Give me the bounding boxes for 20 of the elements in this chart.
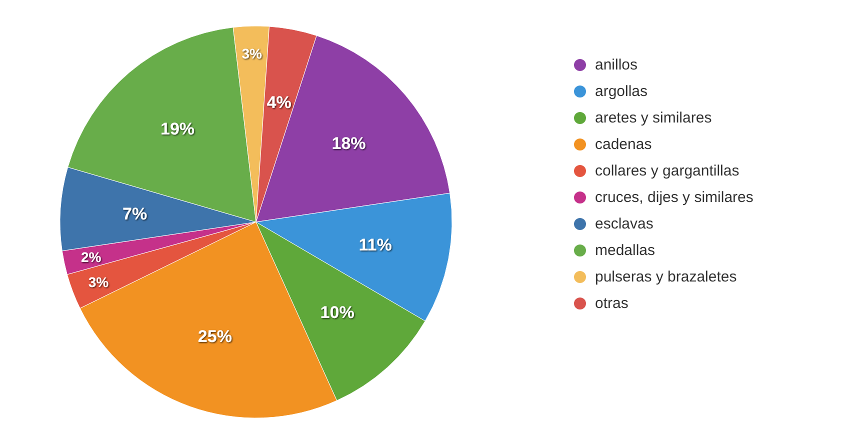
data-label: 3%: [88, 274, 110, 290]
legend-label: otras: [595, 295, 628, 312]
data-label: 10%: [320, 302, 354, 322]
legend-label: pulseras y brazaletes: [595, 268, 737, 286]
legend-label: anillos: [595, 56, 638, 74]
data-label: 7%: [122, 204, 148, 224]
legend-label: cadenas: [595, 136, 652, 153]
data-label: 2%: [81, 249, 102, 266]
data-label: 25%: [198, 326, 232, 346]
data-label: 19%: [160, 120, 195, 139]
data-label: 3%: [242, 45, 263, 62]
legend-label: esclavas: [595, 216, 654, 232]
legend-label: medallas: [595, 242, 656, 259]
data-label: 11%: [358, 236, 392, 255]
legend-label: aretes y similares: [595, 110, 712, 126]
legend-label: cruces, dijes y similares: [595, 189, 754, 206]
legend-label: collares y gargantillas: [595, 162, 740, 180]
data-label: 4%: [266, 93, 292, 112]
data-label: 18%: [332, 134, 366, 154]
legend-label: argollas: [595, 83, 648, 100]
